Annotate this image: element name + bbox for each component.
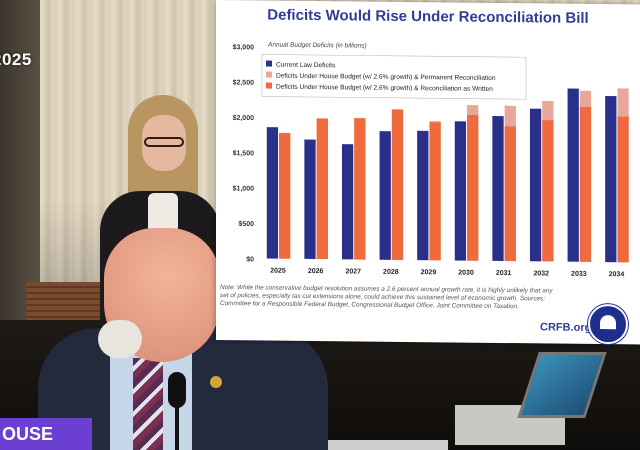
staffer-shirt: [148, 193, 178, 233]
crfb-logo-text: CRFB.org: [540, 321, 592, 334]
y-tick-label: $500: [238, 221, 254, 228]
staffer-glasses: [144, 137, 184, 147]
x-tick-label: 2032: [533, 270, 549, 277]
y-tick-label: $1,000: [233, 186, 255, 193]
bar-reconciliation-as-written: [316, 118, 328, 260]
x-tick-label: 2034: [609, 271, 625, 278]
bar-current-law: [379, 131, 391, 260]
bar-current-law: [341, 144, 354, 260]
deficit-chart-poster: Deficits Would Rise Under Reconciliation…: [216, 0, 640, 345]
bar-current-law: [417, 130, 429, 261]
bar-reconciliation-as-written: [542, 120, 554, 262]
legend-label: Current Law Deficits: [276, 62, 336, 70]
legend-swatch: [266, 71, 272, 78]
x-tick-label: 2028: [383, 269, 399, 276]
chart-footnote: Note: While the conservative budget reso…: [220, 284, 553, 311]
bar-current-law: [529, 108, 542, 262]
bar-reconciliation-as-written: [579, 107, 592, 262]
bar-current-law: [567, 88, 579, 262]
bar-reconciliation-as-written: [617, 116, 629, 263]
bar-reconciliation-as-written: [467, 115, 479, 261]
broadcast-year-overlay: 2025: [0, 50, 32, 69]
x-tick-label: 2031: [496, 270, 512, 277]
speaker-tie: [133, 358, 163, 450]
bar-reconciliation-as-written: [504, 126, 516, 262]
bar-current-law: [266, 127, 279, 259]
y-tick-label: $0: [246, 256, 254, 263]
x-tick-label: 2027: [345, 268, 361, 275]
speaker-beard: [98, 320, 142, 358]
x-tick-label: 2033: [571, 271, 587, 278]
bar-current-law: [492, 116, 504, 262]
legend-label: Deficits Under House Budget (w/ 2.6% gro…: [276, 84, 493, 93]
capitol-seal-icon: [588, 303, 628, 345]
name-plate: [328, 440, 448, 450]
legend-swatch: [266, 82, 272, 89]
microphone: [168, 372, 186, 408]
y-tick-label: $1,500: [233, 150, 255, 157]
bar-reconciliation-as-written: [429, 122, 441, 261]
microphone-stand: [175, 404, 179, 450]
lapel-pin: [210, 376, 222, 388]
legend-label: Deficits Under House Budget (w/ 2.6% gro…: [276, 73, 496, 82]
legend-box: [261, 54, 527, 100]
x-tick-label: 2026: [308, 268, 324, 275]
bar-chart: Annual Budget Deficits (in billions) $0 $5…: [233, 42, 629, 278]
bar-current-law: [454, 121, 467, 261]
bar-reconciliation-as-written: [279, 132, 291, 259]
x-tick-label: 2030: [458, 270, 474, 277]
chart-subtitle: Annual Budget Deficits (in billions): [267, 42, 367, 50]
legend-swatch: [266, 60, 272, 67]
x-tick-label: 2025: [270, 268, 286, 275]
y-tick-label: $2,500: [233, 80, 255, 87]
bar-current-law: [304, 139, 316, 260]
x-tick-label: 2029: [421, 269, 437, 276]
y-tick-label: $3,000: [233, 44, 255, 51]
house-channel-banner: OUSE: [0, 418, 92, 450]
bar-current-law: [605, 96, 617, 263]
bar-reconciliation-as-written: [391, 109, 404, 260]
bar-reconciliation-as-written: [354, 118, 366, 260]
y-tick-label: $2,000: [233, 115, 255, 122]
